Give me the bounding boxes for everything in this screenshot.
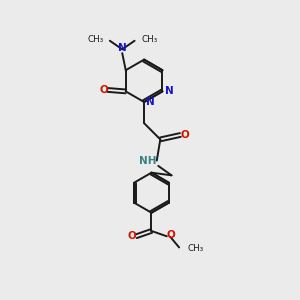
Text: O: O [128,231,136,241]
Text: O: O [99,85,108,95]
Text: CH₃: CH₃ [188,244,204,253]
Text: N: N [118,43,127,53]
Text: NH: NH [139,156,156,166]
Text: O: O [167,230,176,240]
Text: O: O [180,130,189,140]
Text: N: N [146,97,155,107]
Text: CH₃: CH₃ [141,35,157,44]
Text: CH₃: CH₃ [87,35,104,44]
Text: N: N [165,86,173,96]
